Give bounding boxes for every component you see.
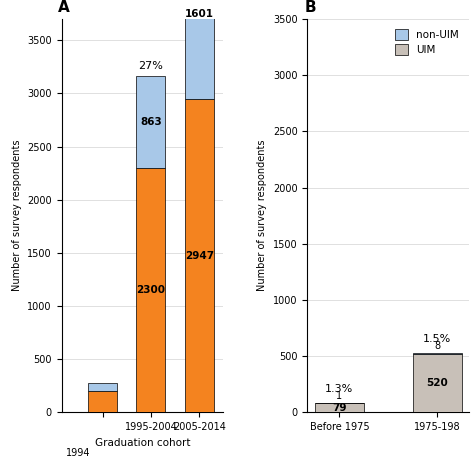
Bar [413,354,462,412]
Bar [413,353,462,354]
Bar [315,403,364,412]
Text: 1994: 1994 [66,448,91,458]
Text: B: B [304,0,316,15]
Legend: non-UIM, UIM: non-UIM, UIM [390,24,464,61]
Bar [88,383,117,391]
Y-axis label: Number of survey respondents: Number of survey respondents [11,140,22,292]
Bar [185,99,214,412]
Text: 1.5%: 1.5% [423,334,452,344]
Bar [137,76,165,168]
Text: 520: 520 [427,378,448,388]
Text: 79: 79 [332,403,346,413]
Text: 1601: 1601 [185,9,214,19]
Text: 863: 863 [140,117,162,127]
Text: 2947: 2947 [185,251,214,261]
Text: 8: 8 [434,341,440,351]
Text: 2300: 2300 [137,285,165,295]
Bar [88,391,117,412]
X-axis label: Graduation cohort: Graduation cohort [95,438,190,447]
Text: 27%: 27% [138,61,164,71]
Bar [137,168,165,412]
Bar [185,0,214,99]
Y-axis label: Number of survey respondents: Number of survey respondents [257,140,267,292]
Text: 1: 1 [336,392,342,401]
Text: 1.3%: 1.3% [325,384,354,394]
Text: A: A [58,0,70,15]
